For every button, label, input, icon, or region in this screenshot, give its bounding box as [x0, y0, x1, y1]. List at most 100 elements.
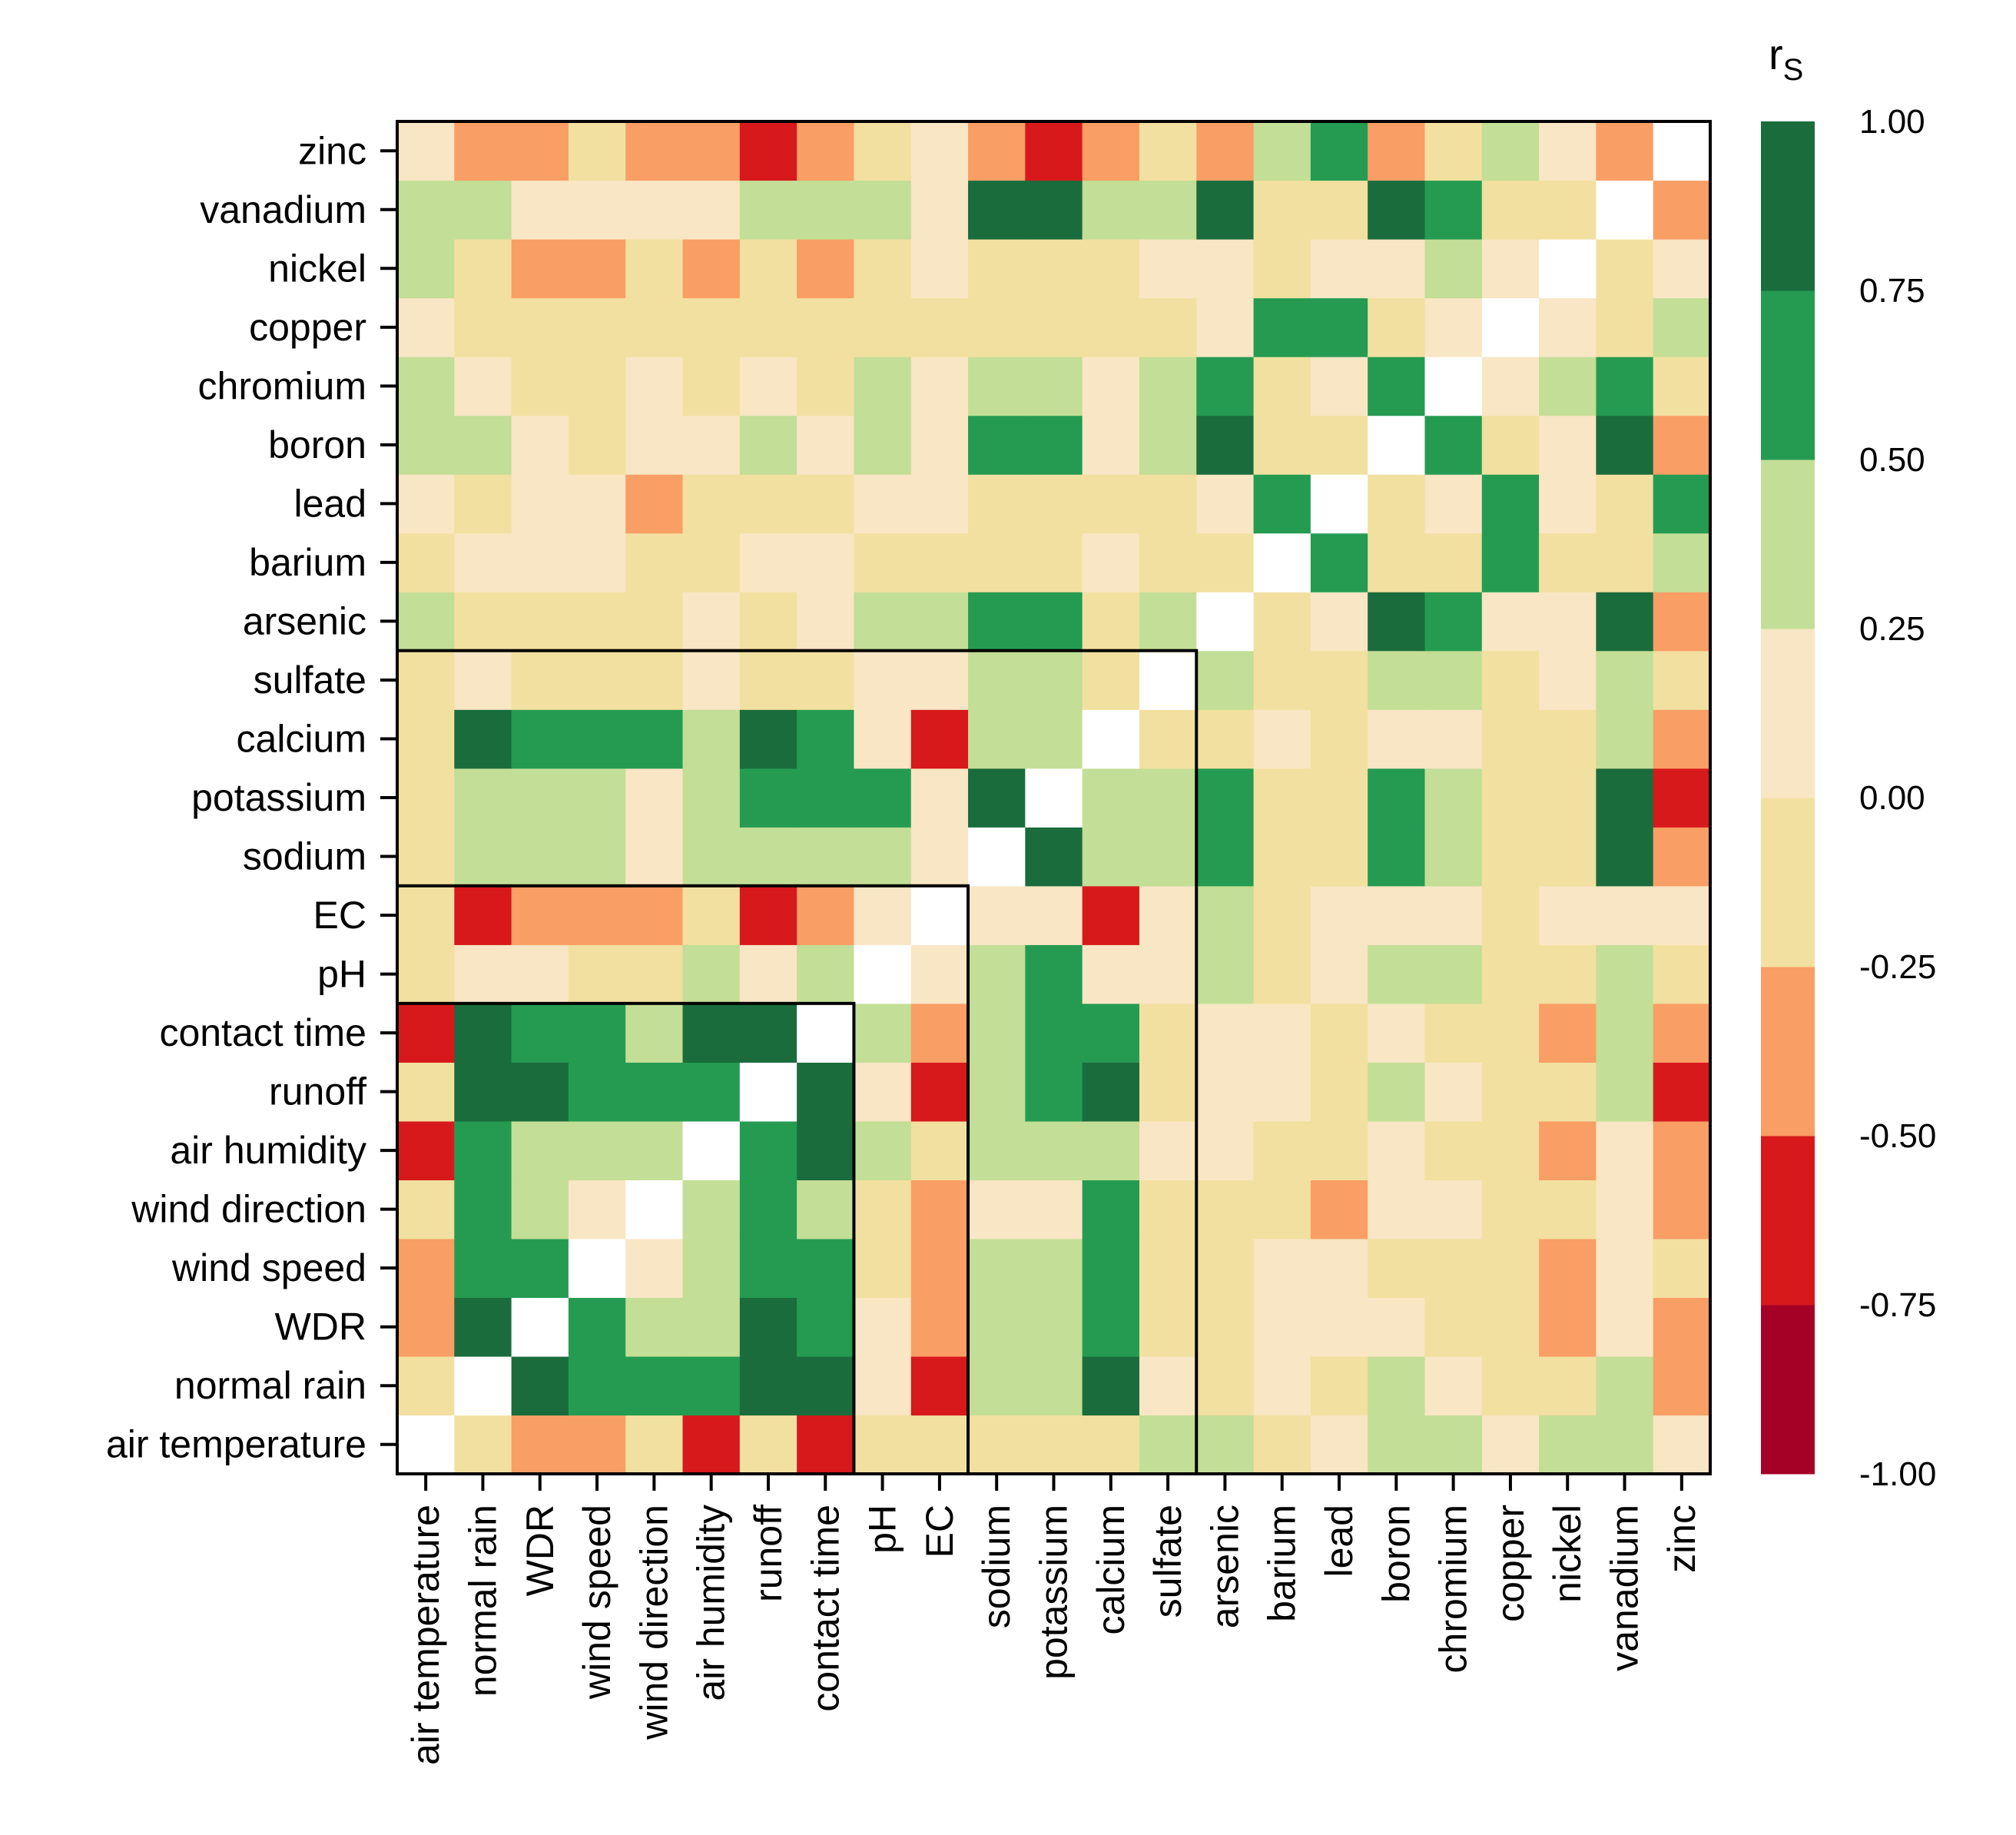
heatmap-cell: [1368, 827, 1426, 887]
heatmap-cell: [625, 885, 684, 945]
x-tick-label: WDR: [519, 1505, 562, 1596]
heatmap-cell: [797, 768, 855, 828]
heatmap-cell: [1596, 121, 1654, 181]
heatmap-cell: [454, 297, 512, 357]
heatmap-cell: [1539, 827, 1597, 887]
heatmap-cell: [1310, 533, 1368, 592]
colorbar-tick-label: -0.50: [1859, 1117, 1936, 1155]
heatmap-cell: [739, 474, 797, 534]
heatmap-cell: [1310, 1120, 1368, 1180]
x-tick-label: calcium: [1089, 1505, 1132, 1634]
heatmap-cell: [1082, 297, 1140, 357]
heatmap-cell: [1253, 1356, 1311, 1416]
heatmap-cell: [1539, 474, 1597, 534]
heatmap-cell: [1082, 709, 1140, 769]
heatmap-cell: [568, 1120, 626, 1180]
heatmap-cell: [1196, 885, 1255, 945]
heatmap-cell: [682, 1062, 741, 1122]
heatmap-cell: [1596, 180, 1654, 240]
heatmap-cell: [739, 944, 797, 1004]
colorbar-segment: [1761, 967, 1815, 1137]
heatmap-cell: [968, 650, 1026, 710]
heatmap-cell: [1196, 180, 1255, 240]
heatmap-cell: [1139, 1297, 1197, 1357]
heatmap-cell: [568, 1356, 626, 1416]
heatmap-cell: [1310, 768, 1368, 828]
heatmap-cell: [910, 650, 969, 710]
heatmap-cell: [397, 650, 455, 710]
heatmap-cell: [968, 180, 1026, 240]
heatmap-cell: [1653, 180, 1711, 240]
heatmap-cell: [1139, 533, 1197, 592]
y-tick-label: sodium: [243, 835, 366, 878]
heatmap-cell: [397, 1003, 455, 1063]
heatmap-cell: [797, 121, 855, 181]
heatmap-cell: [1082, 180, 1140, 240]
x-tick-label: arsenic: [1203, 1505, 1246, 1628]
x-tick-label: lead: [1318, 1505, 1361, 1578]
heatmap-cell: [1596, 533, 1654, 592]
heatmap-cell: [682, 121, 741, 181]
heatmap-cell: [739, 415, 797, 475]
heatmap-cell: [1596, 827, 1654, 887]
y-tick-label: air temperature: [106, 1423, 366, 1466]
heatmap-cell: [1539, 709, 1597, 769]
heatmap-cell: [511, 650, 569, 710]
heatmap-cell: [1253, 1062, 1311, 1122]
heatmap-cell: [1310, 239, 1368, 299]
heatmap-cell: [1139, 239, 1197, 299]
heatmap-cell: [1424, 827, 1483, 887]
heatmap-cell: [1653, 827, 1711, 887]
heatmap-cell: [1253, 297, 1311, 357]
heatmap-cell: [1424, 650, 1483, 710]
heatmap-cell: [1539, 533, 1597, 592]
heatmap-cell: [910, 297, 969, 357]
heatmap-cell: [1082, 474, 1140, 534]
heatmap-cell: [1139, 1062, 1197, 1122]
heatmap-cell: [1539, 768, 1597, 828]
heatmap-cell: [968, 709, 1026, 769]
heatmap-cell: [397, 1415, 455, 1475]
heatmap-cell: [854, 1003, 912, 1063]
heatmap-cell: [568, 1415, 626, 1475]
heatmap-cell: [1139, 1003, 1197, 1063]
heatmap-cell: [1025, 297, 1083, 357]
heatmap-cell: [1653, 297, 1711, 357]
heatmap-cell: [1025, 885, 1083, 945]
heatmap-cell: [1082, 533, 1140, 592]
heatmap-cell: [1596, 1062, 1654, 1122]
heatmap-cell: [625, 827, 684, 887]
heatmap-cell: [1025, 768, 1083, 828]
heatmap-cell: [682, 1297, 741, 1357]
heatmap-cell: [968, 1297, 1026, 1357]
heatmap-cell: [397, 592, 455, 652]
heatmap-cell: [1368, 592, 1426, 652]
heatmap-cell: [625, 944, 684, 1004]
heatmap-cell: [1253, 180, 1311, 240]
y-tick-label: wind direction: [131, 1188, 366, 1231]
y-tick-label: vanadium: [200, 188, 366, 231]
heatmap-cell: [1025, 709, 1083, 769]
heatmap-cell: [1025, 1297, 1083, 1357]
heatmap-cell: [682, 1238, 741, 1299]
heatmap-cell: [854, 415, 912, 475]
heatmap-cell: [1368, 1180, 1426, 1239]
heatmap-cell: [511, 357, 569, 416]
heatmap-cell: [511, 1180, 569, 1239]
heatmap-cell: [1368, 357, 1426, 416]
heatmap-cell: [854, 180, 912, 240]
heatmap-cell: [797, 650, 855, 710]
heatmap-cell: [1653, 239, 1711, 299]
heatmap-cell: [1253, 1415, 1311, 1475]
heatmap-cell: [1310, 592, 1368, 652]
heatmap-cell: [682, 709, 741, 769]
heatmap-cell: [1481, 768, 1540, 828]
heatmap-cell: [1253, 944, 1311, 1004]
heatmap-cell: [1424, 1062, 1483, 1122]
heatmap-cell: [739, 1180, 797, 1239]
heatmap-cell: [1196, 1356, 1255, 1416]
heatmap-cell: [854, 885, 912, 945]
heatmap-cell: [1196, 533, 1255, 592]
heatmap-cell: [1424, 533, 1483, 592]
heatmap-cell: [511, 1356, 569, 1416]
